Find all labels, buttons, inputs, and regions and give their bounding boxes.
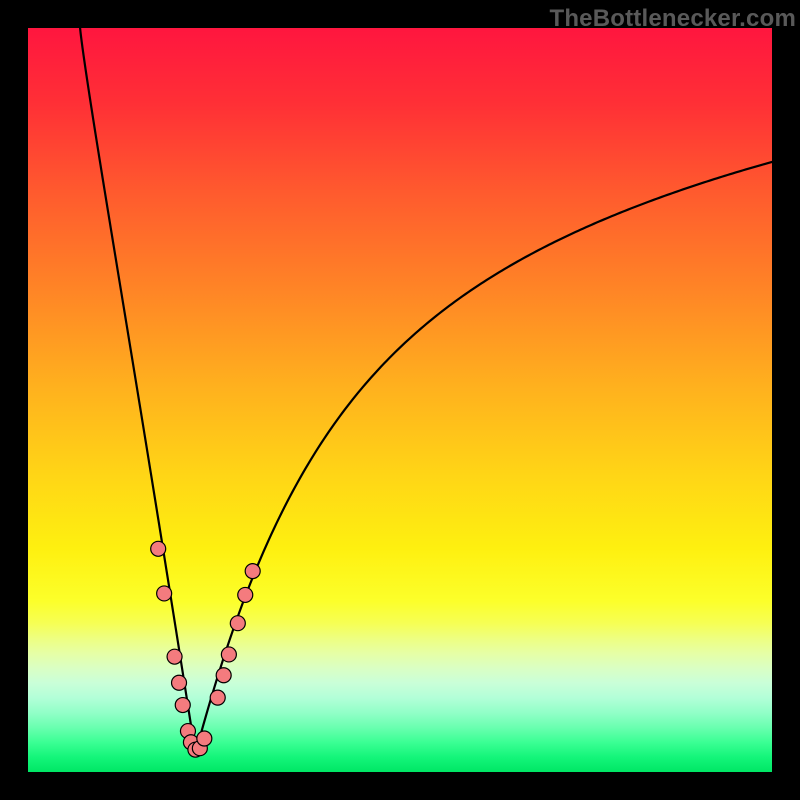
data-marker (221, 647, 236, 662)
data-marker (197, 731, 212, 746)
data-marker (157, 586, 172, 601)
data-marker (172, 675, 187, 690)
data-marker (210, 690, 225, 705)
data-marker (167, 649, 182, 664)
data-marker (151, 541, 166, 556)
watermark-label: TheBottlenecker.com (548, 5, 796, 33)
data-marker (216, 668, 231, 683)
data-marker (245, 564, 260, 579)
data-marker (238, 587, 253, 602)
data-marker (175, 698, 190, 713)
data-marker (230, 616, 245, 631)
chart-plot-area (0, 0, 800, 800)
